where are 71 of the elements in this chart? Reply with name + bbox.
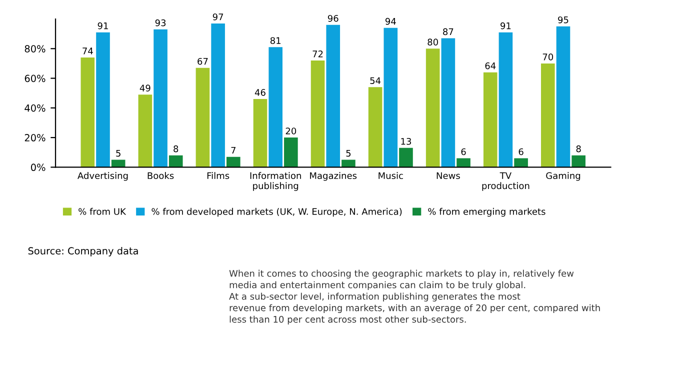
data-label: 74	[82, 48, 93, 54]
bar	[441, 38, 456, 168]
bar	[154, 29, 168, 168]
data-label: 20	[286, 128, 296, 134]
bar	[268, 47, 282, 168]
data-label: 6	[518, 148, 524, 156]
data-label: 8	[174, 145, 178, 152]
text: When it comes to choosing the geographic markets to play in, relatively few media and entertainment companies can claim to be truly global. At a sub-sector level, information publishing generates the most revenue from developing markets, with an average of 20 per cent, compared with less than 10 per cent across most other sub-sectors.	[229, 270, 600, 324]
data-label: 46	[254, 89, 266, 96]
data-label: 49	[140, 84, 150, 92]
bar	[196, 68, 210, 168]
data-label: 95	[558, 16, 568, 24]
x-tick-label: TV production	[482, 172, 530, 191]
data-label: 94	[385, 18, 396, 25]
data-label: 54	[370, 77, 381, 84]
legend-label: % from UK	[78, 208, 126, 215]
legend-label: % from developed markets (UK, W. Europe, N. America)	[152, 208, 402, 217]
data-label: 5	[346, 150, 351, 157]
bar	[483, 72, 498, 168]
data-label: 97	[212, 13, 224, 20]
bar	[138, 94, 152, 168]
bar	[498, 32, 513, 168]
legend-label: % from emerging markets	[428, 208, 546, 217]
bar	[540, 63, 555, 168]
bar	[211, 23, 225, 168]
x-tick-label: Music	[378, 172, 403, 180]
bar	[556, 26, 570, 168]
data-label: 81	[270, 37, 280, 44]
bar	[80, 58, 95, 168]
data-label: 87	[443, 28, 454, 36]
data-label: 91	[500, 22, 511, 30]
x-tick-label: Advertising	[78, 172, 128, 181]
bar	[384, 28, 398, 168]
y-tick-label: 40%	[24, 104, 46, 112]
x-tick-label: Books	[148, 172, 174, 180]
bar	[399, 148, 413, 168]
data-label: 13	[401, 138, 412, 145]
x-tick-label: Information publishing	[250, 172, 301, 191]
data-label: 96	[328, 14, 338, 22]
bar	[368, 87, 382, 168]
data-label: 93	[155, 19, 166, 26]
bar	[284, 138, 298, 168]
source-note: Source: Company data	[28, 247, 138, 256]
bar	[310, 60, 325, 168]
bar	[326, 24, 340, 168]
data-label: 80	[428, 38, 438, 46]
data-label: 5	[116, 150, 120, 157]
x-tick-label: Gaming	[546, 172, 580, 181]
x-tick-label: Magazines	[310, 172, 357, 181]
data-label: 64	[485, 62, 496, 70]
data-label: 67	[198, 58, 208, 65]
bar	[168, 155, 183, 168]
data-label: 7	[231, 146, 236, 154]
data-label: 91	[98, 22, 108, 30]
data-label: 70	[542, 53, 554, 60]
bar	[253, 99, 268, 168]
x-tick-label: News	[436, 172, 460, 180]
bar	[572, 155, 586, 168]
bar	[514, 158, 528, 168]
y-tick-label: 80%	[24, 45, 46, 52]
y-tick-label: 0%	[31, 164, 46, 172]
bar	[96, 32, 110, 168]
data-label: 6	[461, 148, 466, 156]
y-tick-label: 20%	[24, 134, 46, 142]
x-tick-label: Films	[207, 172, 230, 180]
data-label: 8	[576, 145, 581, 152]
bar	[456, 158, 470, 168]
data-label: 72	[312, 50, 323, 58]
bar	[426, 48, 440, 168]
y-tick-label: 60%	[24, 74, 46, 82]
bar	[226, 156, 240, 168]
